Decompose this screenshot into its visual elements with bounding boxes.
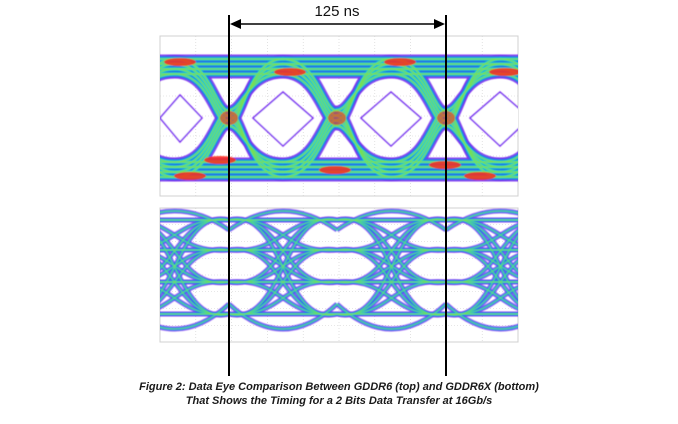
eye-trace bbox=[160, 72, 177, 79]
eye-trace bbox=[160, 67, 177, 75]
eye-opening bbox=[251, 91, 315, 148]
eye-trace bbox=[160, 171, 176, 178]
density-hotspot bbox=[204, 156, 236, 164]
figure-caption-line-2: That Shows the Timing for a 2 Bits Data … bbox=[185, 395, 493, 407]
eye-trace bbox=[160, 61, 178, 72]
eye-trace bbox=[160, 157, 177, 164]
density-hotspot bbox=[274, 68, 306, 76]
eye-trace bbox=[160, 170, 177, 179]
eye-trace bbox=[281, 73, 393, 163]
eye-trace bbox=[160, 54, 179, 70]
density-hotspot bbox=[174, 172, 206, 180]
eye-trace bbox=[160, 158, 179, 172]
eye-trace bbox=[160, 68, 176, 73]
eye-trace bbox=[160, 161, 177, 169]
eye-trace bbox=[160, 168, 178, 180]
eye-trace bbox=[160, 56, 178, 68]
density-hotspot bbox=[319, 166, 351, 174]
eye-trace bbox=[160, 218, 230, 294]
eye-trace bbox=[160, 64, 179, 78]
eye-trace bbox=[160, 163, 176, 168]
gddr6x-eye-traces bbox=[160, 208, 518, 332]
eye-trace bbox=[160, 163, 179, 177]
eye-trace bbox=[160, 164, 178, 175]
density-hotspot bbox=[164, 58, 196, 66]
crossing-hotspot bbox=[328, 111, 346, 125]
eye-trace bbox=[160, 66, 178, 76]
eye-trace bbox=[160, 62, 177, 70]
eye-trace bbox=[281, 73, 393, 163]
eye-trace bbox=[160, 63, 176, 69]
timing-label: 125 ns bbox=[314, 3, 359, 20]
eye-trace bbox=[336, 210, 447, 231]
eye-trace bbox=[160, 59, 179, 73]
eye-trace bbox=[160, 160, 178, 170]
eye-trace bbox=[160, 69, 179, 82]
eye-trace bbox=[160, 154, 179, 167]
eye-trace bbox=[160, 58, 176, 65]
eye-trace bbox=[228, 210, 338, 231]
eye-trace bbox=[160, 57, 177, 66]
density-hotspot bbox=[464, 172, 496, 180]
gddr6-eye-traces bbox=[160, 54, 518, 182]
density-hotspot bbox=[489, 68, 518, 76]
eye-trace bbox=[160, 73, 176, 78]
eye-trace bbox=[160, 158, 176, 163]
eye-trace bbox=[160, 156, 178, 165]
eye-trace bbox=[160, 167, 176, 173]
timing-arrow bbox=[230, 19, 445, 29]
eye-opening bbox=[468, 91, 518, 148]
eye-trace bbox=[160, 210, 230, 231]
eye-opening bbox=[160, 93, 204, 144]
eye-trace bbox=[160, 71, 178, 80]
eye-trace bbox=[160, 166, 177, 174]
figure-caption-line-1: Figure 2: Data Eye Comparison Between GD… bbox=[139, 381, 539, 393]
density-hotspot bbox=[384, 58, 416, 66]
eye-trace bbox=[160, 166, 179, 182]
eye-opening bbox=[359, 91, 423, 148]
eye-trace bbox=[445, 210, 518, 231]
gddr6-eye-plot bbox=[159, 35, 519, 197]
gddr6x-eye-plot bbox=[159, 207, 519, 343]
